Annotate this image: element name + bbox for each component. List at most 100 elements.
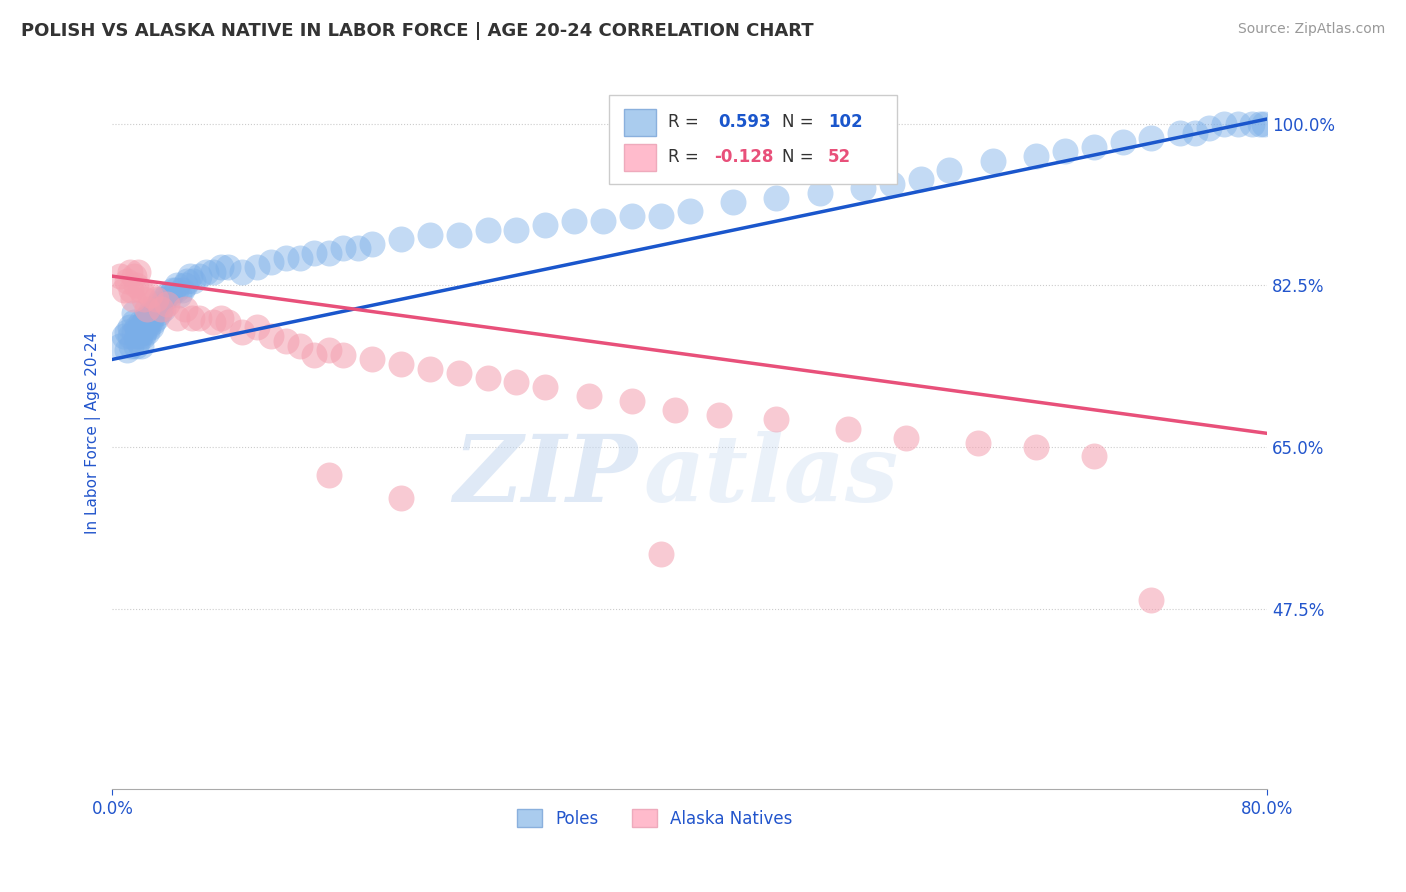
Point [477,223,499,237]
FancyBboxPatch shape [624,109,657,136]
Point [346,242,368,256]
Point [159,287,181,301]
Point [1249,117,1271,131]
Point [112,329,135,343]
Point [620,209,643,223]
Point [707,408,730,422]
Point [578,389,600,403]
Point [136,301,159,316]
Point [650,209,672,223]
Point [389,491,412,505]
Point [125,329,148,343]
Text: 0.593: 0.593 [718,113,770,131]
Point [141,310,163,325]
Point [124,278,146,293]
Point [170,283,193,297]
Point [173,278,195,293]
Point [318,467,340,482]
Point [765,412,787,426]
Point [127,264,149,278]
Point [148,297,170,311]
Point [1168,126,1191,140]
Point [477,371,499,385]
Point [156,287,179,301]
Point [136,315,159,329]
Point [880,177,903,191]
Point [534,380,557,394]
Point [1198,121,1220,136]
Point [134,315,156,329]
Point [1140,130,1163,145]
Point [176,274,198,288]
Point [389,357,412,371]
Point [246,260,269,274]
Point [419,361,441,376]
Point [260,255,283,269]
Point [910,172,932,186]
Point [1083,140,1105,154]
Point [122,315,145,329]
Point [134,325,156,339]
Point [447,227,470,242]
Point [162,283,184,297]
Point [202,315,225,329]
Point [304,246,326,260]
Point [260,329,283,343]
Point [108,269,131,284]
Point [138,310,160,325]
Text: N =: N = [782,113,814,131]
Point [231,325,253,339]
FancyBboxPatch shape [609,95,897,185]
Point [209,310,232,325]
Point [195,264,218,278]
Point [304,348,326,362]
Point [141,320,163,334]
Point [167,287,190,301]
Point [135,310,157,325]
Point [180,310,202,325]
FancyBboxPatch shape [624,144,657,170]
Point [1241,117,1264,131]
Point [664,403,686,417]
Point [1253,117,1275,131]
Point [288,251,311,265]
Point [129,338,152,352]
Point [837,422,859,436]
Point [145,310,167,325]
Text: POLISH VS ALASKA NATIVE IN LABOR FORCE | AGE 20-24 CORRELATION CHART: POLISH VS ALASKA NATIVE IN LABOR FORCE |… [21,22,814,40]
Point [852,181,875,195]
Point [115,343,138,358]
Point [139,306,162,320]
Legend: Poles, Alaska Natives: Poles, Alaska Natives [510,803,800,834]
Point [721,195,744,210]
Point [149,301,172,316]
Point [274,251,297,265]
Point [129,283,152,297]
Point [650,547,672,561]
Point [1184,126,1206,140]
Point [145,301,167,316]
Point [118,264,141,278]
Text: R =: R = [668,148,699,166]
Point [145,293,167,307]
Text: atlas: atlas [644,431,898,521]
Point [122,306,145,320]
Point [128,320,150,334]
Point [165,283,187,297]
Point [132,329,155,343]
Point [967,435,990,450]
Point [156,297,179,311]
Point [1025,440,1047,454]
Point [134,293,156,307]
Point [894,431,917,445]
Point [981,153,1004,168]
Point [166,310,188,325]
Point [115,274,138,288]
Point [389,232,412,246]
Point [246,320,269,334]
Point [122,269,145,284]
Point [288,338,311,352]
Point [127,334,149,348]
Point [142,315,165,329]
Point [132,320,155,334]
